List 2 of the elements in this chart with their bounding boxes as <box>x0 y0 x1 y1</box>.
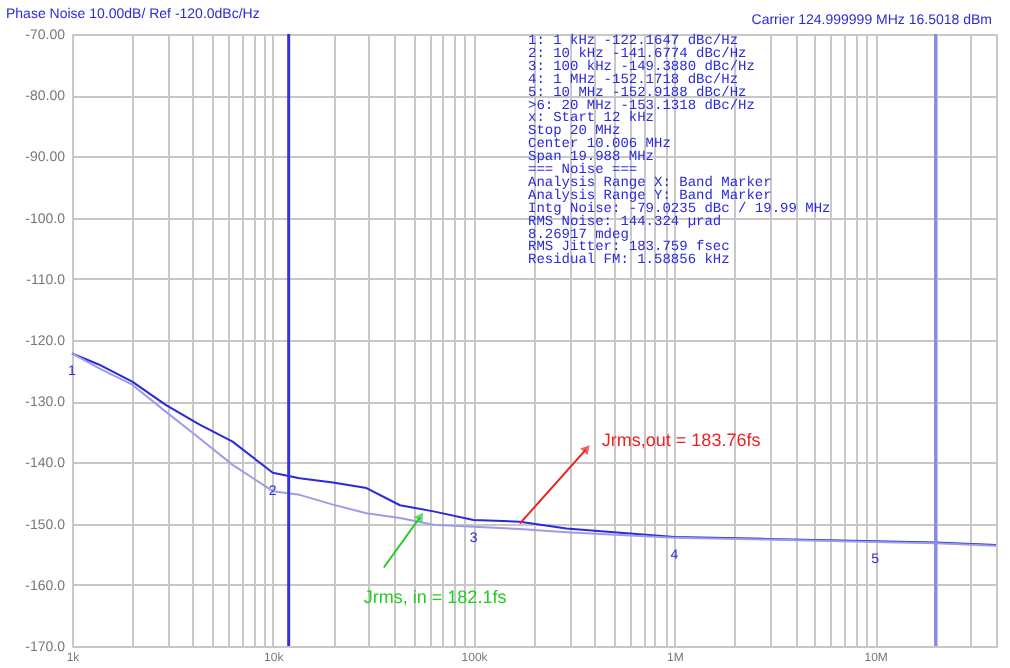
annotation: Jrms,out = 183.76fs <box>601 429 762 450</box>
annotation: Jrms, in = 182.1fs <box>363 587 508 608</box>
